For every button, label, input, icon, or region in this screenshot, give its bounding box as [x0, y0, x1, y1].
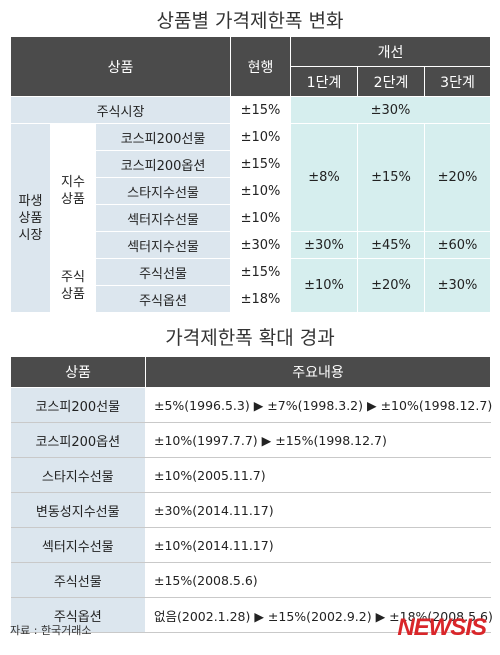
table-row: 변동성지수선물 ±30%(2014.11.17) [10, 492, 491, 528]
header-cell: 개선 [290, 36, 491, 67]
cell: ±30% [230, 231, 291, 259]
group-label: 지수 상품 [50, 123, 96, 259]
row-label: 섹터지수선물 [95, 204, 231, 232]
table-title: 상품별 가격제한폭 변화 [156, 10, 344, 32]
header-cell: 상품 [10, 356, 146, 388]
cell: ±30%(2014.11.17) [145, 492, 491, 528]
row-label: 변동성지수선물 [10, 492, 146, 528]
cell: ±15% [357, 123, 425, 232]
row-label: 스타지수선물 [10, 457, 146, 493]
cell: ±15%(2008.5.6) [145, 562, 491, 598]
limit-table: 상품 현행 개선 1단계 2단계 3단계 주식시장 ±15% ±30% 파생 상… [10, 36, 491, 313]
row-label: 스타지수선물 [95, 177, 231, 205]
table-row: 섹터지수선물 ±10%(2014.11.17) [10, 527, 491, 563]
cell: ±30% [290, 231, 358, 259]
cell: ±10%(2014.11.17) [145, 527, 491, 563]
header-cell: 3단계 [424, 66, 491, 97]
row-label: 섹터지수선물 [95, 231, 231, 259]
row-label: 주식옵션 [10, 597, 146, 633]
table-body: 코스피200선물 ±5%(1996.5.3) ▶ ±7%(1998.3.2) ▶ … [10, 387, 493, 633]
row-label: 주식선물 [10, 562, 146, 598]
row-label: 섹터지수선물 [10, 527, 146, 563]
cell: ±30% [290, 96, 491, 124]
logo: NEWSIS [397, 614, 487, 641]
history-table: 상품 주요내용 코스피200선물 ±5%(1996.5.3) ▶ ±7%(1998… [10, 356, 493, 633]
header-cell: 1단계 [290, 66, 358, 97]
table-row: 주식선물 ±15%(2008.5.6) [10, 562, 491, 598]
table-row: 코스피200선물 ±5%(1996.5.3) ▶ ±7%(1998.3.2) ▶ … [10, 387, 492, 423]
cell: ±15% [230, 258, 291, 286]
cell: ±10% [230, 204, 291, 232]
table-row: 스타지수선물 ±10%(2005.11.7) [10, 457, 491, 493]
row-label: 코스피200옵션 [95, 150, 231, 178]
cell: ±10% [230, 177, 291, 205]
cell: ±10% [230, 123, 291, 151]
cell: ±18% [230, 285, 291, 313]
cell: ±8% [290, 123, 358, 232]
cell: ±15% [230, 96, 291, 124]
cell: ±20% [357, 258, 425, 313]
cell: ±5%(1996.5.3) ▶ ±7%(1998.3.2) ▶ ±10%(199… [145, 387, 492, 423]
cell: ±45% [357, 231, 425, 259]
table-row: 주식옵션 없음(2002.1.28) ▶ ±15%(2002.9.2) ▶ ±18… [10, 597, 493, 633]
cell: ±30% [424, 258, 491, 313]
row-label: 주식선물 [95, 258, 231, 286]
row-label: 코스피200선물 [95, 123, 231, 151]
cell: ±15% [230, 150, 291, 178]
header-cell: 현행 [230, 36, 291, 97]
row-label: 코스피200선물 [10, 387, 146, 423]
header-cell: 2단계 [357, 66, 425, 97]
cell: ±20% [424, 123, 491, 232]
source: 자료 : 한국거래소 [10, 624, 92, 637]
row-label: 코스피200옵션 [10, 422, 146, 458]
cell: ±10%(1997.7.7) ▶ ±15%(1998.12.7) [145, 422, 491, 458]
cell: ±60% [424, 231, 491, 259]
header-cell: 주요내용 [145, 356, 491, 388]
group-label: 주식 상품 [50, 258, 96, 313]
table-row: 코스피200옵션 ±10%(1997.7.7) ▶ ±15%(1998.12.7) [10, 422, 491, 458]
cell: ±10%(2005.11.7) [145, 457, 491, 493]
table-title: 가격제한폭 확대 경과 [165, 327, 335, 349]
group-label: 파생 상품 시장 [10, 123, 51, 313]
cell: 없음(2002.1.28) ▶ ±15%(2002.9.2) ▶ ±18%(20… [145, 597, 493, 633]
row-label: 주식옵션 [95, 285, 231, 313]
row-label: 주식시장 [10, 96, 231, 124]
header-cell: 상품 [10, 36, 231, 97]
cell: ±10% [290, 258, 358, 313]
